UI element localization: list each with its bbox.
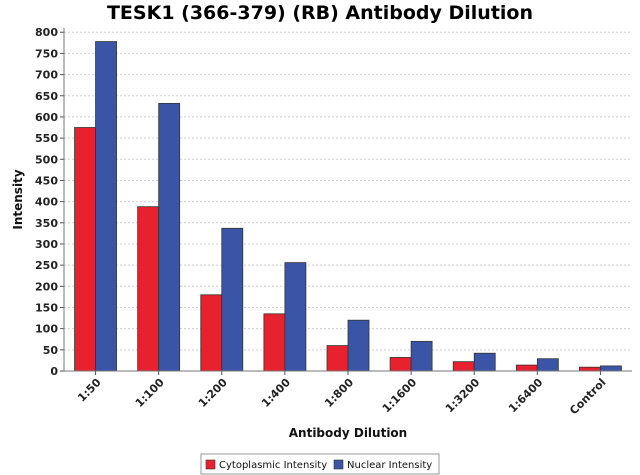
bar-cytoplasmic bbox=[137, 206, 160, 372]
bar-cytoplasmic bbox=[389, 357, 412, 372]
y-tick-label: 500 bbox=[35, 153, 58, 166]
bar-nuclear bbox=[473, 352, 496, 372]
x-tick-label: 1:6400 bbox=[506, 376, 546, 416]
bar-cytoplasmic bbox=[579, 366, 601, 372]
x-axis-title: Antibody Dilution bbox=[289, 426, 407, 440]
x-tick-label: 1:400 bbox=[259, 376, 293, 410]
y-axis-title: Intensity bbox=[11, 169, 25, 229]
bar-cytoplasmic bbox=[515, 364, 538, 372]
legend-label: Cytoplasmic Intensity bbox=[219, 460, 327, 471]
y-tick-label: 100 bbox=[35, 323, 58, 336]
bar-nuclear bbox=[158, 102, 181, 372]
bar-cytoplasmic bbox=[74, 127, 96, 372]
legend-label: Nuclear Intensity bbox=[347, 460, 432, 471]
x-tick-label: 1:3200 bbox=[443, 376, 483, 416]
y-tick-label: 600 bbox=[35, 111, 58, 124]
y-tick-label: 650 bbox=[35, 90, 58, 103]
y-tick-label: 200 bbox=[35, 280, 58, 293]
y-tick-label: 50 bbox=[43, 344, 59, 357]
legend-swatch bbox=[333, 459, 344, 470]
y-tick-label: 250 bbox=[35, 259, 58, 272]
bar-cytoplasmic bbox=[200, 294, 223, 372]
chart-title: TESK1 (366-379) (RB) Antibody Dilution bbox=[106, 2, 534, 24]
x-tick-label: 1:50 bbox=[75, 376, 104, 405]
y-tick-label: 0 bbox=[50, 365, 58, 378]
y-tick-label: 750 bbox=[35, 47, 58, 60]
bar-nuclear bbox=[284, 262, 307, 372]
x-tick-label: 1:1600 bbox=[380, 376, 420, 416]
y-tick-label: 700 bbox=[35, 69, 58, 82]
y-tick-label: 450 bbox=[35, 174, 58, 187]
bar-nuclear bbox=[95, 41, 117, 372]
legend-box bbox=[200, 453, 440, 475]
bar-nuclear bbox=[347, 319, 370, 372]
bar-nuclear bbox=[410, 340, 433, 372]
x-tick-label: 1:800 bbox=[322, 376, 356, 410]
y-tick-label: 300 bbox=[35, 238, 58, 251]
bar-cytoplasmic bbox=[452, 361, 475, 372]
bar-nuclear bbox=[600, 365, 622, 372]
y-tick-label: 150 bbox=[35, 301, 58, 314]
y-tick-label: 800 bbox=[35, 26, 58, 39]
x-tick-label: 1:200 bbox=[196, 376, 230, 410]
bar-cytoplasmic bbox=[326, 345, 349, 372]
x-tick-label: 1:100 bbox=[133, 376, 167, 410]
bar-nuclear bbox=[221, 227, 244, 372]
bar-cytoplasmic bbox=[263, 313, 286, 372]
legend-swatch bbox=[205, 459, 216, 470]
y-tick-label: 400 bbox=[35, 196, 58, 209]
bar-nuclear bbox=[536, 358, 559, 372]
y-tick-label: 550 bbox=[35, 132, 58, 145]
y-tick-label: 350 bbox=[35, 217, 58, 230]
x-tick-label: Control bbox=[567, 376, 608, 417]
